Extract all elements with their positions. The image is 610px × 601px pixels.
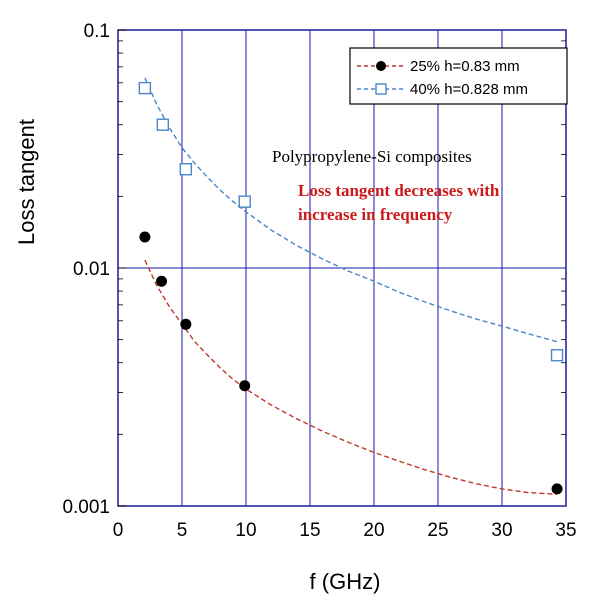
data-point-series-1	[550, 349, 564, 362]
x-tick-label: 5	[177, 520, 188, 541]
x-tick-label: 35	[555, 520, 576, 541]
y-tick-label: 0.1	[84, 21, 110, 42]
data-point-series-0	[551, 483, 563, 495]
data-point-series-1	[179, 163, 193, 176]
x-tick-label: 10	[235, 520, 256, 541]
grid-lines	[118, 30, 566, 506]
data-point-series-0	[156, 275, 168, 287]
data-points	[138, 81, 564, 495]
data-point-series-0	[139, 231, 151, 243]
fit-curve-series-0	[144, 259, 558, 495]
x-axis-label: f (GHz)	[310, 569, 381, 594]
x-tick-label: 20	[363, 520, 384, 541]
y-tick-label: 0.01	[73, 259, 110, 280]
x-tick-label: 30	[491, 520, 512, 541]
annotation-composite-name: Polypropylene-Si composites	[272, 147, 472, 166]
legend: 25% h=0.83 mm 40% h=0.828 mm	[349, 47, 568, 105]
legend-label-25pct: 25% h=0.83 mm	[410, 58, 520, 75]
axis-ticks: 0.001 0.01 0.1 0 5 10 15 20 25 30 35	[62, 21, 576, 541]
legend-marker-25pct	[376, 61, 386, 71]
y-tick-label: 0.001	[62, 497, 110, 518]
fit-curve-series-1	[144, 77, 558, 343]
data-point-series-1	[156, 118, 170, 131]
legend-marker-40pct	[375, 83, 387, 95]
data-point-series-0	[180, 318, 192, 330]
annotation-trend-line-1: Loss tangent decreases with	[298, 181, 500, 200]
x-tick-label: 15	[299, 520, 320, 541]
data-point-series-1	[238, 195, 251, 208]
fit-curves	[144, 77, 558, 495]
x-tick-label: 0	[113, 520, 124, 541]
annotation-trend-line-2: increase in frequency	[298, 205, 453, 224]
y-axis-label: Loss tangent	[14, 119, 39, 245]
data-point-series-1	[138, 81, 152, 95]
data-point-series-0	[239, 380, 251, 392]
x-tick-label: 25	[427, 520, 448, 541]
legend-label-40pct: 40% h=0.828 mm	[410, 81, 528, 98]
